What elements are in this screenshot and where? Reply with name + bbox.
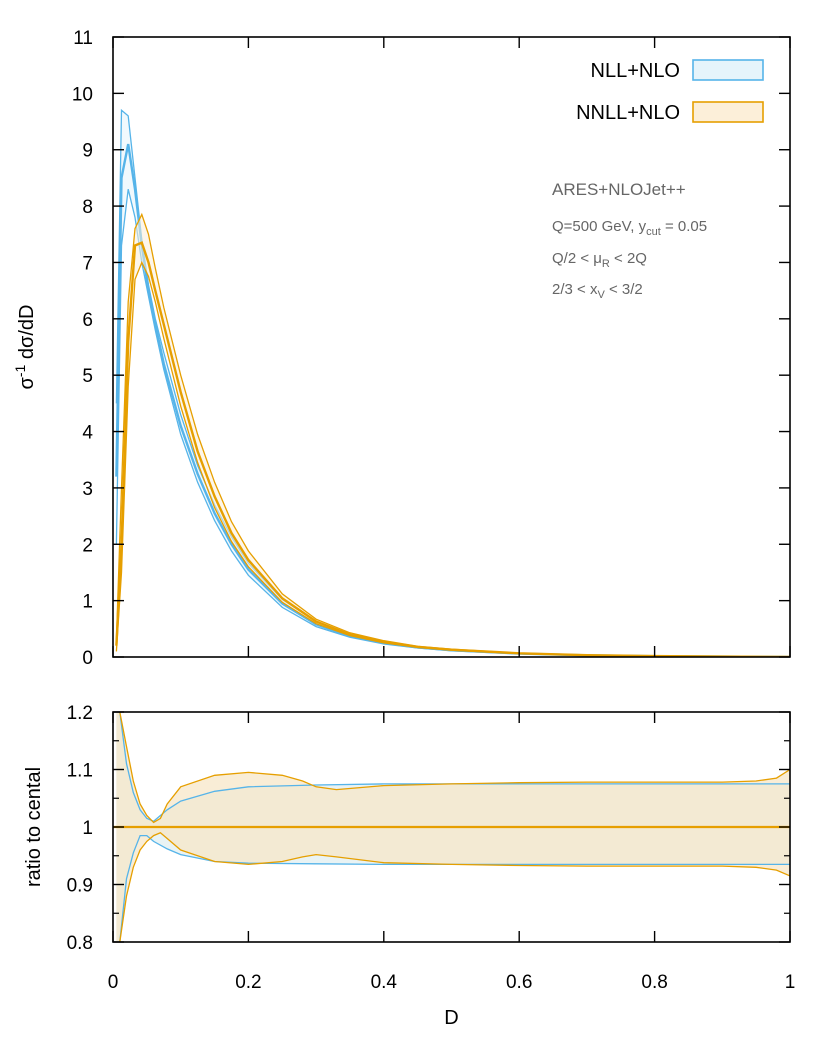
ratio-xtick-label: 1 (785, 972, 796, 993)
main-ylabel-sup: -1 (12, 364, 28, 377)
main-ytick-label: 11 (73, 28, 93, 49)
main-ytick-label: 3 (82, 479, 93, 500)
annotation-line-3: Q/2 < μR < 2Q (552, 250, 647, 270)
ratio-xtick-label: 0.2 (235, 972, 261, 993)
legend-label-nll-nlo: NLL+NLO (591, 60, 681, 82)
annotation-line-4-main: 2/3 < x (552, 281, 598, 298)
main-ytick-label: 5 (82, 366, 93, 387)
annotation-line-3-sub: R (602, 258, 610, 270)
ratio-ytick-label: 1 (82, 818, 93, 839)
main-ytick-label: 6 (82, 310, 93, 331)
ratio-ytick-label: 0.8 (67, 933, 93, 954)
lower-line-nll-nlo (115, 189, 790, 657)
main-ytick-label: 0 (82, 648, 93, 669)
main-ytick-label: 9 (82, 141, 93, 162)
annotations: ARES+NLOJet++ Q=500 GeV, ycut = 0.05 Q/2 <… (552, 180, 707, 301)
upper-line-nnll-nlo (115, 212, 790, 657)
ratio-lower-line-nnll-nlo (119, 832, 790, 942)
upper-line-nll-nlo (115, 108, 790, 657)
annotation-line-4-post: < 3/2 (605, 281, 643, 298)
legend-label-nnll-nlo: NNLL+NLO (576, 102, 680, 124)
band-nll-nlo (116, 110, 790, 657)
annotation-line-2-post: = 0.05 (661, 218, 707, 235)
legend-swatch-nll-nlo (692, 59, 764, 81)
band-nnll-nlo (116, 214, 790, 657)
main-ytick-label: 8 (82, 197, 93, 218)
ratio-ylabel: ratio to cental (23, 767, 45, 887)
ratio-ytick-label: 0.9 (67, 876, 93, 897)
main-ylabel: σ-1 dσ/dD (12, 305, 38, 390)
ratio-xlabel: D (444, 1007, 458, 1029)
annotation-line-4: 2/3 < xV < 3/2 (552, 281, 643, 301)
annotation-line-1: ARES+NLOJet++ (552, 180, 686, 199)
ratio-xtick-label: 0.8 (641, 972, 667, 993)
annotation-line-2-sub: cut (646, 226, 661, 238)
legend: NLL+NLO NNLL+NLO (576, 59, 764, 124)
main-ytick-label: 7 (82, 253, 93, 274)
ratio-ytick-label: 1.1 (67, 761, 93, 782)
lower-line-nnll-nlo (115, 260, 790, 657)
main-panel: 0 1 2 3 4 5 6 7 8 9 10 11 σ-1 dσ/dD (12, 28, 791, 669)
main-ytick-label: 4 (82, 423, 93, 444)
central-line-nnll-nlo (115, 241, 790, 657)
ratio-xtick-label: 0 (108, 972, 119, 993)
legend-swatch-nnll-nlo (692, 101, 764, 123)
main-ylabel-base: σ (16, 376, 38, 389)
ratio-ytick-label: 1.2 (67, 703, 93, 724)
ratio-upper-line-nll-nlo (119, 712, 790, 823)
main-ytick-label: 2 (82, 535, 93, 556)
ratio-upper-line-nnll-nlo (119, 712, 790, 824)
annotation-line-2: Q=500 GeV, ycut = 0.05 (552, 218, 707, 238)
main-frame (112, 36, 791, 658)
annotation-line-4-sub: V (597, 289, 605, 301)
ratio-xtick-label: 0.4 (371, 972, 398, 993)
main-ytick-label: 10 (72, 84, 93, 105)
main-ytick-label: 1 (82, 592, 93, 613)
annotation-line-3-main: Q/2 < μ (552, 250, 602, 267)
annotation-line-3-post: < 2Q (610, 250, 647, 267)
ratio-plot-area (113, 712, 790, 942)
annotation-line-2-main: Q=500 GeV, y (552, 218, 647, 235)
ratio-xtick-label: 0.6 (506, 972, 532, 993)
main-ylabel-rest: dσ/dD (16, 305, 38, 365)
main-plot-area (115, 108, 790, 657)
